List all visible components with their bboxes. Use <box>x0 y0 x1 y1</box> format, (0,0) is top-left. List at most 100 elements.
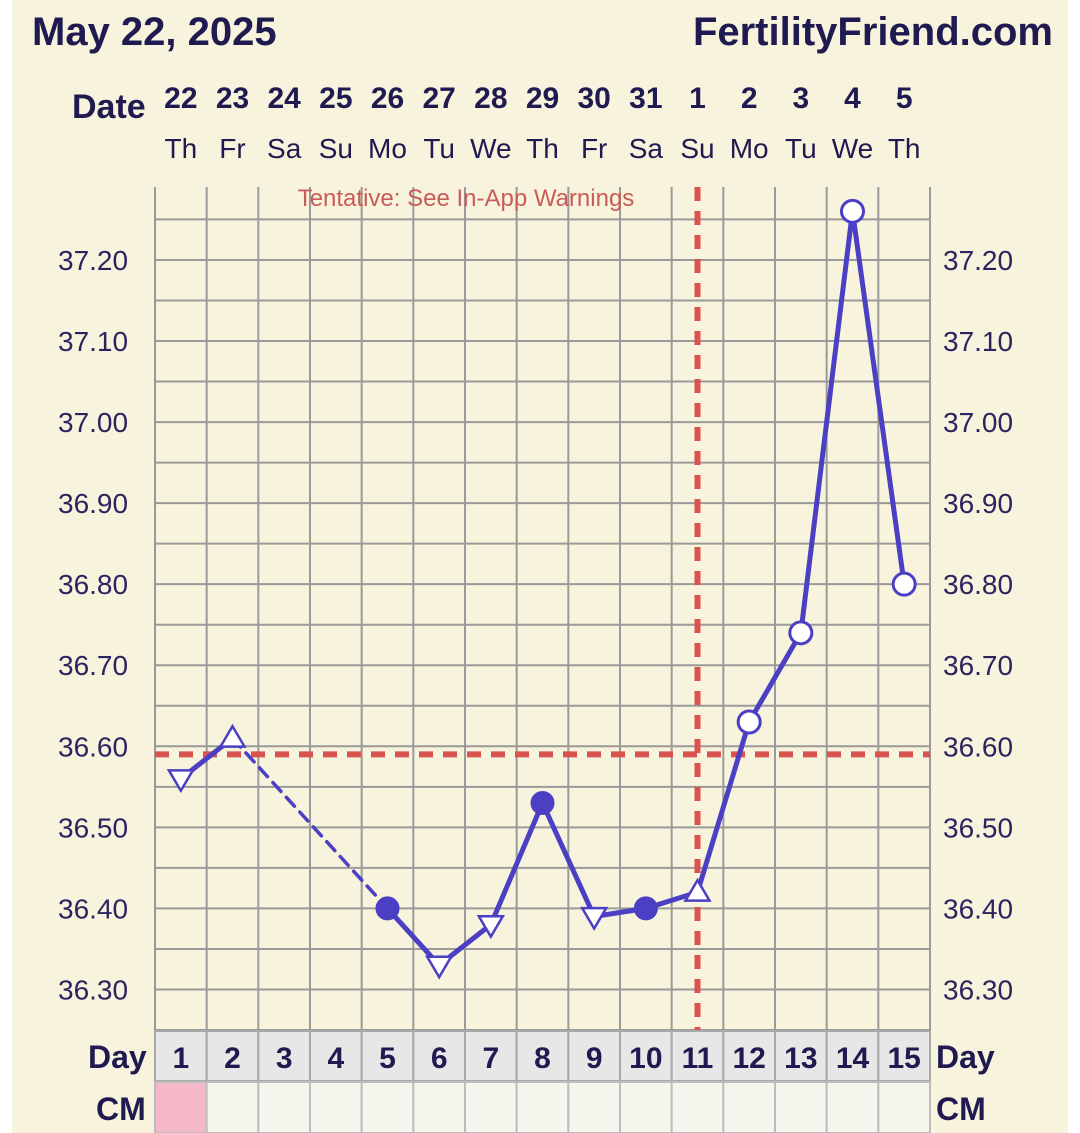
cycle-day-label: 4 <box>327 1042 344 1075</box>
date-label: 29 <box>526 82 559 115</box>
date-label: 30 <box>577 82 610 115</box>
date-header: 22Th23Fr24Sa25Su26Mo27Tu28We29Th30Fr31Sa… <box>164 82 920 164</box>
weekday-label: Th <box>888 133 921 164</box>
temperature-segment <box>798 208 855 636</box>
y-tick-right: 37.20 <box>943 245 1013 276</box>
date-label: 25 <box>319 82 352 115</box>
weekday-label: Mo <box>730 133 769 164</box>
y-tick-left: 37.10 <box>58 326 128 357</box>
cycle-day-label: 1 <box>172 1042 189 1075</box>
y-tick-left: 36.60 <box>58 731 128 762</box>
temperature-point-triangle-down <box>424 955 454 980</box>
weekday-label: We <box>470 133 512 164</box>
temperature-line <box>178 208 907 968</box>
temperature-point-open <box>736 709 762 735</box>
y-tick-left: 36.70 <box>58 650 128 681</box>
date-label: 31 <box>629 82 662 115</box>
weekday-label: Th <box>526 133 559 164</box>
weekday-label: Sa <box>267 133 302 164</box>
temperature-point-triangle-up <box>218 723 247 748</box>
date-label: 28 <box>474 82 507 115</box>
day-cell <box>774 1030 828 1082</box>
weekday-label: Fr <box>581 133 607 164</box>
cycle-day-label: 9 <box>586 1042 603 1075</box>
day-cell <box>360 1030 415 1082</box>
cm-row-label-left: CM <box>96 1091 146 1127</box>
temperature-markers <box>166 198 917 980</box>
cycle-day-label: 3 <box>276 1042 293 1075</box>
cm-cell <box>619 1081 673 1133</box>
date-label: 26 <box>371 82 404 115</box>
y-tick-right: 36.90 <box>943 488 1013 519</box>
y-tick-right: 36.70 <box>943 650 1013 681</box>
cm-cell <box>567 1081 621 1133</box>
cm-cell <box>257 1081 312 1133</box>
temperature-segment <box>695 719 752 895</box>
temperature-segment-dashed <box>230 736 390 911</box>
date-label: 5 <box>896 82 913 115</box>
y-tick-left: 36.90 <box>58 488 128 519</box>
cm-cell <box>464 1081 518 1133</box>
cycle-day-label: 11 <box>682 1042 714 1075</box>
y-tick-right: 37.00 <box>943 407 1013 438</box>
day-cell <box>154 1030 208 1082</box>
cm-cell <box>205 1081 260 1133</box>
cycle-day-label: 2 <box>224 1042 241 1075</box>
temperature-point-open <box>840 198 865 224</box>
temperature-point-open <box>788 620 814 646</box>
weekday-label: Th <box>164 133 197 164</box>
cm-cell <box>309 1081 363 1133</box>
cm-cell <box>154 1081 208 1133</box>
y-tick-left: 37.00 <box>58 407 128 438</box>
cycle-day-label: 7 <box>482 1042 499 1075</box>
day-cell <box>567 1030 621 1082</box>
site-name: FertilityFriend.com <box>693 10 1053 54</box>
day-cell <box>205 1030 260 1082</box>
tentative-warning: Tentative: See In-App Warnings <box>298 185 635 212</box>
cm-cell <box>670 1081 725 1133</box>
y-tick-right: 36.50 <box>943 812 1013 843</box>
date-label: 24 <box>267 82 301 115</box>
chart-date-title: May 22, 2025 <box>32 10 277 54</box>
weekday-label: Tu <box>785 133 817 164</box>
date-label: 2 <box>741 82 758 115</box>
weekday-label: Su <box>319 133 353 164</box>
temperature-point-triangle-down <box>476 914 506 940</box>
cycle-day-label: 13 <box>784 1042 817 1075</box>
date-label: 23 <box>216 82 249 115</box>
y-tick-left: 36.50 <box>58 812 128 843</box>
cycle-day-label: 10 <box>629 1042 662 1075</box>
weekday-label: Sa <box>629 133 664 164</box>
cm-cell <box>825 1081 880 1133</box>
day-cell <box>877 1030 931 1082</box>
y-tick-right: 36.60 <box>943 731 1013 762</box>
day-cell <box>464 1030 518 1082</box>
y-tick-right: 37.10 <box>943 326 1013 357</box>
cycle-day-label: 15 <box>887 1042 920 1075</box>
date-label: 27 <box>422 82 455 115</box>
temperature-point-filled <box>633 896 658 921</box>
weekday-label: Su <box>680 133 714 164</box>
date-label: 3 <box>792 82 809 115</box>
date-row-label: Date <box>72 88 146 126</box>
y-tick-left: 36.40 <box>58 893 128 924</box>
cm-cell <box>515 1081 570 1133</box>
cycle-day-rows: 1 2 3 4 5 6 7 8 9 10 11 12 13 14 15 <box>154 1030 931 1133</box>
weekday-label: Fr <box>219 133 245 164</box>
temperature-point-triangle-down <box>579 906 609 931</box>
cycle-day-label: 12 <box>732 1042 765 1075</box>
temperature-segment <box>488 800 545 928</box>
temperature-segment <box>850 208 907 587</box>
temperature-segment <box>746 630 804 725</box>
weekday-label: We <box>832 133 874 164</box>
y-axis-ticks: 36.30 36.30 36.40 36.40 36.50 36.50 36.60 36.60… <box>58 245 1013 1006</box>
cycle-day-label: 6 <box>431 1042 448 1075</box>
y-tick-left: 36.30 <box>58 974 128 1005</box>
temperature-point-open <box>891 571 917 597</box>
temperature-segment <box>540 800 597 920</box>
day-cell <box>619 1030 673 1082</box>
cycle-day-label: 5 <box>379 1042 396 1075</box>
temperature-point-triangle-up <box>683 877 712 902</box>
y-tick-left: 37.20 <box>58 245 128 276</box>
